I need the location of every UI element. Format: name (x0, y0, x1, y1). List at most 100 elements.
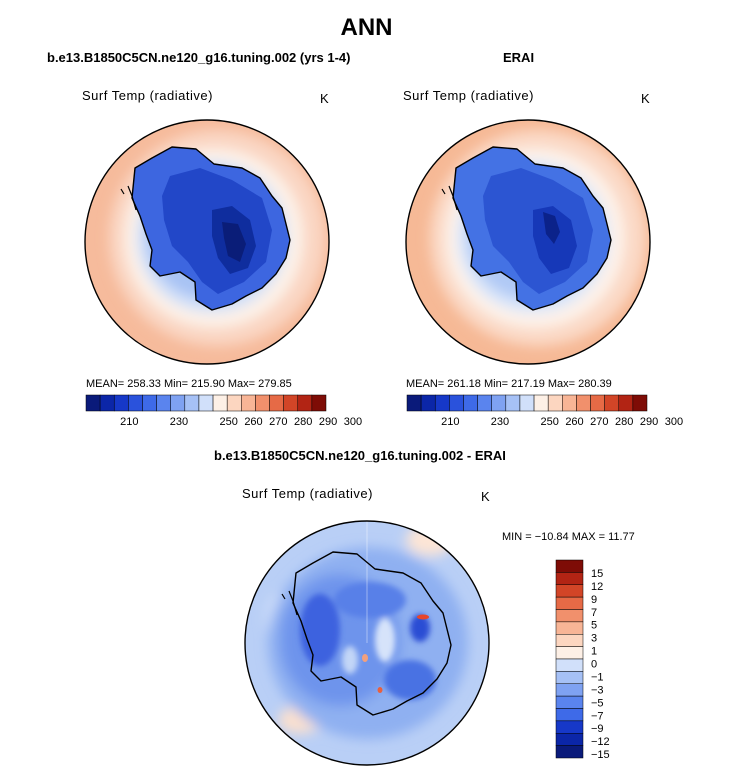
colorbar-swatch (198, 394, 214, 412)
colorbar-swatch (555, 634, 584, 647)
colorbar-swatch (555, 671, 584, 684)
colorbar-swatch (283, 394, 299, 412)
colorbar-tick-label: 290 (640, 416, 658, 428)
colorbar-tick-label: −3 (591, 684, 604, 696)
colorbar-swatch (406, 394, 422, 412)
colorbar-swatch (604, 394, 620, 412)
colorbar-tick-label: 9 (591, 594, 597, 606)
colorbar-tick-label: −15 (591, 749, 610, 761)
colorbar-swatch (562, 394, 577, 412)
panel-3-title: b.e13.B1850C5CN.ne120_g16.tuning.002 - E… (214, 448, 506, 463)
colorbar-swatch (555, 572, 584, 585)
colorbar-swatch (463, 394, 478, 412)
panel-1-colorbar: 210 230 250 260 270 280 290 300 (85, 394, 362, 428)
panel-1-field-label: Surf Temp (radiative) (82, 88, 213, 103)
colorbar-swatch (533, 394, 549, 412)
colorbar-swatch (170, 394, 186, 412)
colorbar-swatch (420, 394, 436, 412)
colorbar-tick-label: 0 (591, 659, 597, 671)
colorbar-tick-label: 5 (591, 620, 597, 632)
colorbar-swatch (555, 658, 584, 672)
colorbar-swatch (618, 394, 634, 412)
colorbar-swatch (449, 394, 464, 412)
colorbar-swatch (519, 394, 535, 412)
colorbar-tick-label: 260 (565, 416, 583, 428)
colorbar-swatch (555, 559, 584, 573)
panel-1-title: b.e13.B1850C5CN.ne120_g16.tuning.002 (yr… (47, 50, 351, 65)
colorbar-tick-label: 230 (491, 416, 509, 428)
colorbar-tick-label: 250 (540, 416, 558, 428)
colorbar-tick-label: 300 (665, 416, 683, 428)
colorbar-swatch (555, 621, 584, 635)
panel-2-units: K (641, 91, 651, 106)
colorbar-tick-label: 260 (244, 416, 262, 428)
colorbar-swatch (142, 394, 157, 412)
colorbar-swatch (555, 695, 584, 709)
panel-3-units: K (481, 489, 491, 504)
panel-1-map (85, 120, 329, 364)
colorbar-swatch (555, 745, 584, 759)
colorbar-tick-label: −1 (591, 671, 604, 683)
colorbar-tick-label: 230 (170, 416, 188, 428)
colorbar-swatch (156, 394, 171, 412)
colorbar-tick-label: 12 (591, 581, 603, 593)
colorbar-tick-label: 7 (591, 607, 597, 619)
colorbar-swatch (184, 394, 200, 412)
colorbar-swatch (85, 394, 101, 412)
colorbar-swatch (99, 394, 115, 412)
colorbar-tick-label: −5 (591, 697, 604, 709)
colorbar-swatch (576, 394, 591, 412)
colorbar-swatch (632, 394, 648, 412)
panel-2-stats: MEAN= 261.18 Min= 217.19 Max= 280.39 (406, 378, 612, 390)
colorbar-tick-label: −7 (591, 710, 604, 722)
colorbar-tick-label: 290 (319, 416, 337, 428)
panel-2-title: ERAI (503, 50, 535, 65)
panel-1-units: K (320, 91, 330, 106)
colorbar-swatch (547, 394, 563, 412)
colorbar-tick-label: 270 (269, 416, 287, 428)
panel-3-field-label: Surf Temp (radiative) (242, 486, 373, 501)
colorbar-swatch (590, 394, 605, 412)
colorbar-swatch (226, 394, 242, 412)
colorbar-swatch (269, 394, 284, 412)
colorbar-swatch (555, 708, 584, 722)
colorbar-swatch (477, 394, 492, 412)
colorbar-tick-label: 3 (591, 633, 597, 645)
colorbar-swatch (555, 733, 584, 746)
colorbar-swatch (311, 394, 327, 412)
colorbar-swatch (113, 394, 129, 412)
colorbar-tick-label: 280 (294, 416, 312, 428)
colorbar-swatch (241, 394, 256, 412)
colorbar-swatch (491, 394, 507, 412)
colorbar-swatch (297, 394, 313, 412)
colorbar-tick-label: 210 (120, 416, 138, 428)
colorbar-swatch (555, 720, 584, 734)
colorbar-swatch (555, 683, 584, 697)
colorbar-tick-label: 280 (615, 416, 633, 428)
chart-main-title: ANN (340, 14, 393, 41)
colorbar-tick-label: 270 (590, 416, 608, 428)
colorbar-tick-label: 210 (441, 416, 459, 428)
colorbar-swatch (255, 394, 270, 412)
colorbar-tick-label: 15 (591, 568, 603, 580)
colorbar-tick-label: 1 (591, 646, 597, 658)
panel-2-field-label: Surf Temp (radiative) (403, 88, 534, 103)
panel-2-colorbar: 210 230 250 260 270 280 290 300 (406, 394, 683, 428)
panel-3-min-max: MIN = −10.84 MAX = 11.77 (502, 531, 635, 543)
colorbar-swatch (212, 394, 228, 412)
colorbar-swatch (434, 394, 450, 412)
colorbar-tick-label: 250 (219, 416, 237, 428)
colorbar-tick-label: 300 (344, 416, 362, 428)
colorbar-tick-label: −9 (591, 723, 604, 735)
panel-1-stats: MEAN= 258.33 Min= 215.90 Max= 279.85 (86, 378, 292, 390)
colorbar-swatch (128, 394, 143, 412)
panel-3-map (245, 521, 489, 765)
colorbar-swatch (555, 584, 584, 598)
colorbar-swatch (505, 394, 521, 412)
panel-2-map (406, 120, 650, 364)
colorbar-swatch (555, 596, 584, 610)
colorbar-swatch (555, 646, 584, 660)
colorbar-swatch (555, 609, 584, 623)
